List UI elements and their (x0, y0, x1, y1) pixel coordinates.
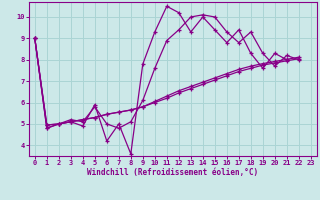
X-axis label: Windchill (Refroidissement éolien,°C): Windchill (Refroidissement éolien,°C) (87, 168, 258, 177)
